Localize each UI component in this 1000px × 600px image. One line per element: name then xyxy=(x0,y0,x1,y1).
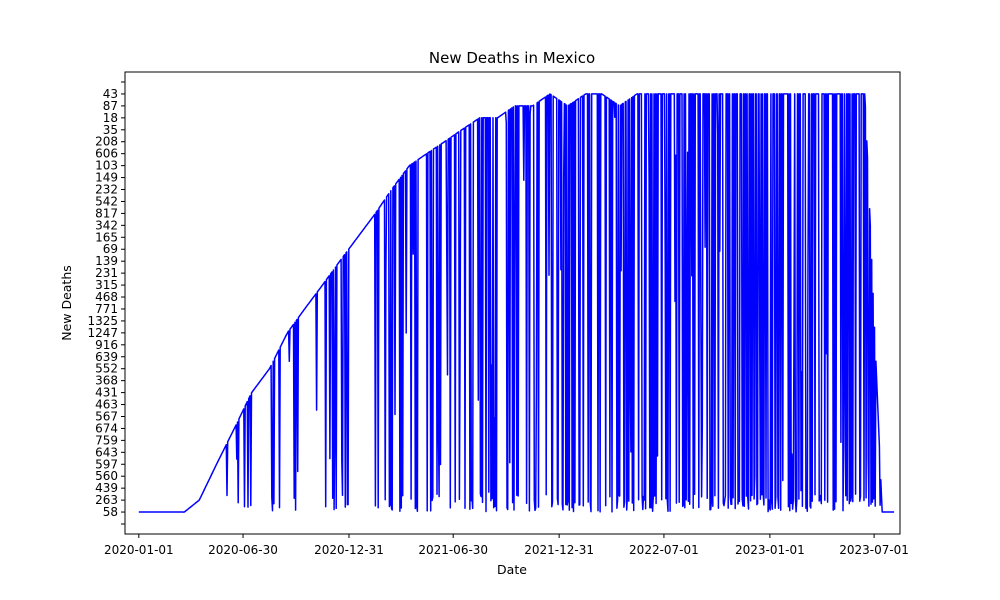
x-axis-label: Date xyxy=(497,562,527,577)
x-tick-label: 2023-01-01 xyxy=(735,543,805,557)
chart-title: New Deaths in Mexico xyxy=(429,49,595,67)
y-tick-label: 597 xyxy=(95,457,118,471)
plot-frame xyxy=(124,71,901,535)
x-tick-label: 2020-06-30 xyxy=(208,543,278,557)
y-tick-label: 231 xyxy=(95,266,118,280)
y-tick-label: 468 xyxy=(95,290,118,304)
x-tick-label: 2023-07-01 xyxy=(839,543,909,557)
y-tick-label: 232 xyxy=(95,183,118,197)
y-tick-label: 58 xyxy=(103,505,118,519)
y-tick-label: 560 xyxy=(95,469,118,483)
y-tick-label: 342 xyxy=(95,218,118,232)
y-tick-label: 1247 xyxy=(87,326,118,340)
x-tick-label: 2022-07-01 xyxy=(629,543,699,557)
x-tick-label: 2020-12-31 xyxy=(314,543,384,557)
x-tick-label: 2021-06-30 xyxy=(418,543,488,557)
y-tick-label: 18 xyxy=(103,111,118,125)
y-tick-label: 606 xyxy=(95,147,118,161)
y-tick-label: 149 xyxy=(95,171,118,185)
y-tick-label: 639 xyxy=(95,350,118,364)
y-axis-label: New Deaths xyxy=(59,265,74,341)
data-lines xyxy=(138,93,895,513)
y-tick-label: 439 xyxy=(95,481,118,495)
x-axis: 2020-01-01 2020-06-30 2020-12-31 2021-06-30… xyxy=(104,534,909,557)
y-tick-label: 431 xyxy=(95,386,118,400)
y-tick-label: 165 xyxy=(95,230,118,244)
y-tick-label: 87 xyxy=(103,99,118,113)
y-tick-label: 916 xyxy=(95,338,118,352)
y-tick-label: 1325 xyxy=(87,314,118,328)
y-tick-label: 315 xyxy=(95,278,118,292)
y-tick-label: 208 xyxy=(95,135,118,149)
y-axis: 5826343956059764375967456746343136855263… xyxy=(87,81,125,525)
y-tick-label: 771 xyxy=(95,302,118,316)
x-tick-label: 2020-01-01 xyxy=(104,543,174,557)
y-tick-label: 263 xyxy=(95,493,118,507)
y-tick-label: 43 xyxy=(103,87,118,101)
y-tick-label: 643 xyxy=(95,445,118,459)
y-tick-label: 542 xyxy=(95,194,118,208)
y-tick-label: 674 xyxy=(95,421,118,435)
y-tick-label: 567 xyxy=(95,409,118,423)
x-tick-label: 2021-12-31 xyxy=(524,543,594,557)
y-tick-label: 103 xyxy=(95,159,118,173)
y-tick-label: 463 xyxy=(95,398,118,412)
y-tick-label: 552 xyxy=(95,362,118,376)
y-tick-label: 35 xyxy=(103,123,118,137)
series-line xyxy=(138,93,895,513)
y-tick-label: 69 xyxy=(103,242,118,256)
y-tick-label: 759 xyxy=(95,433,118,447)
y-tick-label: 368 xyxy=(95,374,118,388)
y-tick-label: 817 xyxy=(95,206,118,220)
y-tick-label: 139 xyxy=(95,254,118,268)
